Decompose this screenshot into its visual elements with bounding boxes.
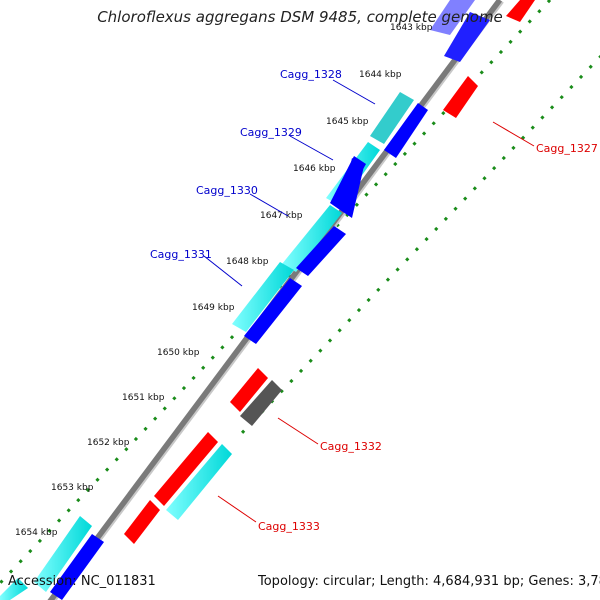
tick-label: 1654 kbp (15, 528, 58, 538)
accession-value: NC_011831 (80, 574, 156, 589)
gene-arrow-red-1333[interactable] (154, 432, 218, 506)
gene-label-cagg1332[interactable]: Cagg_1332 (320, 440, 382, 453)
accession-info: Accession: NC_011831 (8, 574, 156, 589)
gene-features (0, 0, 535, 600)
gene-arrow-blue-1331[interactable] (244, 278, 302, 344)
accession-label: Accession: (8, 574, 77, 589)
gene-arrow-blue-bottom[interactable] (50, 534, 104, 600)
genes-label: Genes: (528, 574, 574, 589)
gene-arrow-cyan-1333[interactable] (166, 444, 232, 520)
tick-label: 1651 kbp (122, 393, 165, 403)
gene-arrow-grey-1332[interactable] (240, 380, 282, 426)
gene-arrow-lavender[interactable] (430, 0, 475, 35)
tick-label: 1644 kbp (359, 70, 402, 80)
gene-label-cagg1331[interactable]: Cagg_1331 (150, 248, 212, 261)
gene-arrow-red-top[interactable] (506, 0, 535, 22)
gene-label-cagg1333[interactable]: Cagg_1333 (258, 520, 320, 533)
length-value: 4,684,931 bp (433, 574, 520, 589)
gene-arrow-cyan-1331[interactable] (232, 262, 294, 332)
gene-arrow-blue-1328[interactable] (384, 103, 428, 158)
gene-arrow-red-mid[interactable] (230, 368, 268, 412)
gene-arrow-red-cagg1327[interactable] (443, 76, 478, 118)
gene-arrow-cyan-1328[interactable] (370, 92, 414, 144)
tick-label: 1647 kbp (260, 211, 303, 221)
leader-line (332, 79, 376, 105)
gene-arrow-cyan-1330[interactable] (282, 205, 342, 272)
gene-label-cagg1327[interactable]: Cagg_1327 (536, 142, 598, 155)
gene-arrow-red-lower[interactable] (124, 500, 160, 544)
tick-labels: 1643 kbp 1644 kbp 1645 kbp 1646 kbp 1647… (15, 23, 433, 538)
leader-line (492, 121, 535, 147)
tick-label: 1645 kbp (326, 117, 369, 127)
tick-label: 1650 kbp (157, 348, 200, 358)
gene-arrow-cyan-bottom[interactable] (34, 516, 92, 592)
leader-line (277, 417, 319, 445)
tick-label: 1643 kbp (390, 23, 433, 33)
gene-label-cagg1328[interactable]: Cagg_1328 (280, 68, 342, 81)
gene-labels-red: Cagg_1327 Cagg_1332 Cagg_1333 (217, 121, 598, 533)
tick-label: 1648 kbp (226, 257, 269, 267)
gene-labels-blue: Cagg_1328 Cagg_1329 Cagg_1330 Cagg_1331 (150, 68, 376, 287)
topology-value: circular (322, 574, 372, 589)
gene-arrow-blue-top[interactable] (444, 12, 490, 62)
tick-label: 1652 kbp (87, 438, 130, 448)
leader-line (217, 495, 257, 523)
tick-label: 1653 kbp (51, 483, 94, 493)
topology-label: Topology: (258, 574, 319, 589)
leader-line (203, 255, 243, 287)
gene-arrow-cyan-edge[interactable] (0, 578, 28, 600)
gene-arrow-blue-1330[interactable] (296, 226, 346, 276)
map-title: Chloroflexus aggregans DSM 9485, complet… (97, 8, 503, 26)
length-label: Length: (379, 574, 429, 589)
gene-arrow-blue-1329b[interactable] (330, 156, 366, 210)
genes-value: 3,787 (577, 574, 600, 589)
leader-line (289, 135, 334, 161)
leader-line (249, 193, 289, 217)
gene-label-cagg1329[interactable]: Cagg_1329 (240, 126, 302, 139)
genome-summary: Topology: circular; Length: 4,684,931 bp… (258, 574, 600, 589)
gene-label-cagg1330[interactable]: Cagg_1330 (196, 184, 258, 197)
tick-label: 1646 kbp (293, 164, 336, 174)
tick-label: 1649 kbp (192, 303, 235, 313)
